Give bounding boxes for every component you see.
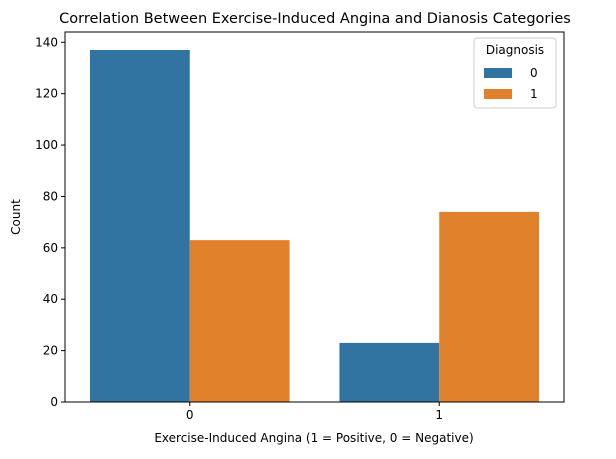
y-tick-label: 20	[43, 344, 58, 358]
legend-title: Diagnosis	[486, 43, 544, 57]
y-axis: 0 20 40 60 80 100 120 140	[35, 35, 65, 409]
bar-1-diagnosis-0	[339, 342, 440, 402]
plot-frame	[64, 31, 565, 403]
y-tick-label: 140	[35, 35, 58, 49]
legend-swatch-0	[484, 68, 512, 78]
x-axis-label: Exercise-Induced Angina (1 = Positive, 0…	[154, 431, 473, 445]
bar-0-diagnosis-1	[189, 240, 290, 402]
x-tick-label: 0	[186, 408, 194, 422]
chart-title: Correlation Between Exercise-Induced Ang…	[59, 11, 571, 27]
legend-label-1: 1	[530, 87, 538, 101]
y-tick-label: 40	[43, 292, 58, 306]
y-tick-label: 0	[50, 395, 58, 409]
legend-entries: 01	[484, 66, 538, 101]
y-tick-label: 80	[43, 189, 58, 203]
bar-0-diagnosis-0	[89, 49, 190, 402]
legend-label-0: 0	[530, 66, 538, 80]
legend: Diagnosis 01	[473, 37, 557, 109]
legend-swatch-1	[484, 89, 512, 99]
y-tick-label: 120	[35, 87, 58, 101]
y-tick-label: 100	[35, 138, 58, 152]
x-tick-label: 1	[435, 408, 443, 422]
bar-1-diagnosis-1	[439, 211, 540, 402]
y-axis-label: Count	[9, 199, 23, 235]
bars-layer	[89, 49, 540, 402]
y-tick-label: 60	[43, 241, 58, 255]
